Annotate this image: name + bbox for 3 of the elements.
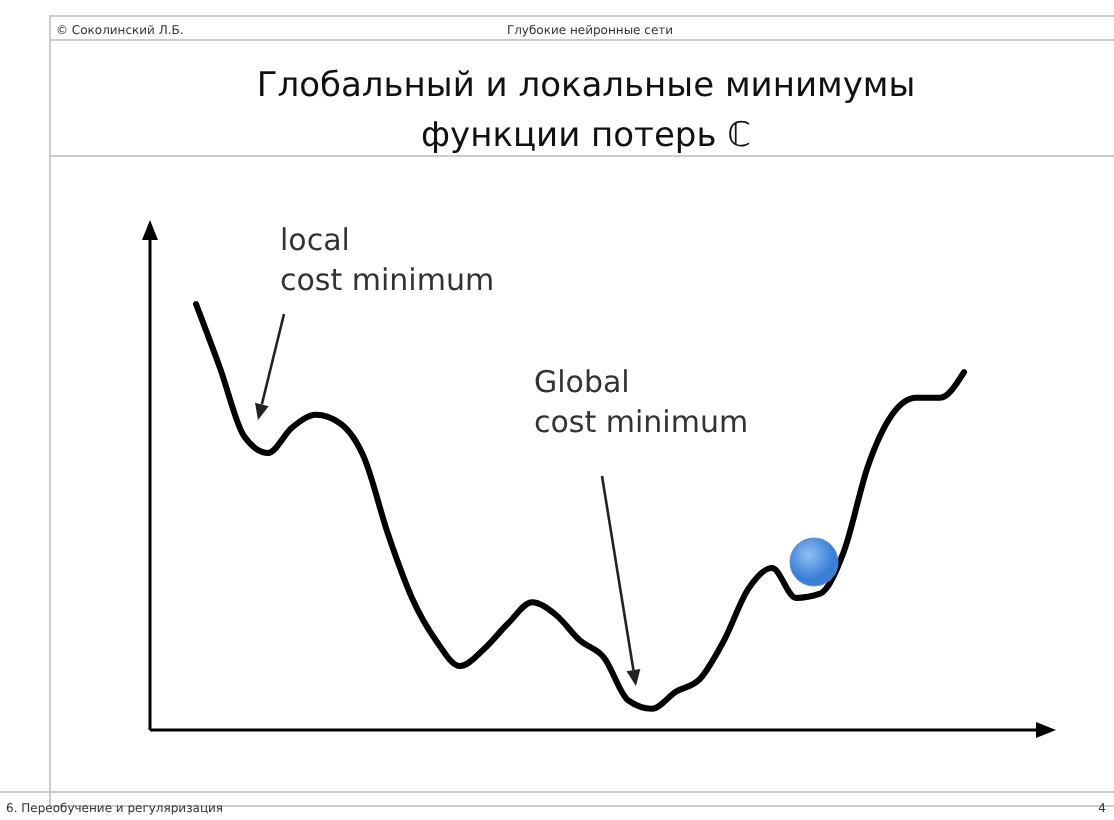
annotation: Global cost minimum: [534, 364, 749, 440]
chart-title: Глобальный и локальные минимумы функции потерь ℂ: [256, 66, 916, 156]
text: local cost minimum: [280, 222, 495, 298]
